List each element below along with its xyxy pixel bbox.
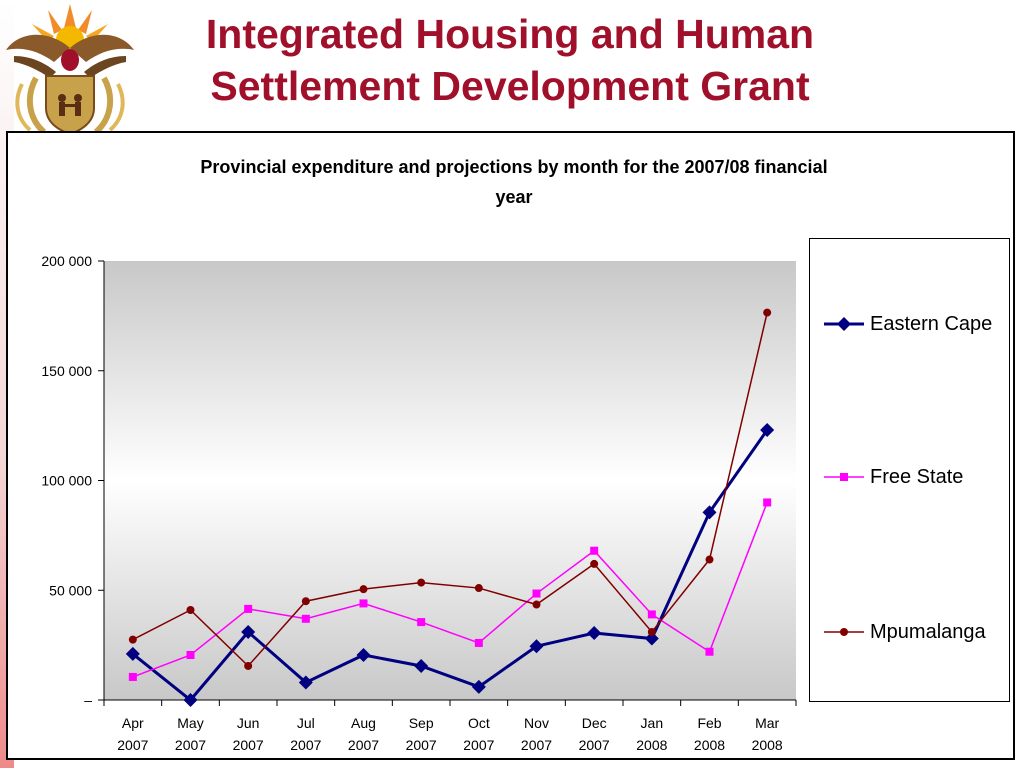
- data-point-free-state: [763, 498, 772, 507]
- slide-title: Integrated Housing and Human Settlement …: [150, 8, 870, 112]
- x-tick-label-year: 2007: [175, 737, 206, 753]
- data-point-free-state: [474, 638, 483, 647]
- legend-item-mpumalanga: Mpumalanga: [822, 617, 1012, 647]
- data-point-free-state: [532, 589, 541, 598]
- coat-of-arms-logo: [6, 4, 134, 135]
- chart-title-line-2: year: [495, 187, 532, 207]
- data-point-eastern-cape: [298, 675, 313, 690]
- legend-item-eastern-cape: Eastern Cape: [822, 309, 1012, 339]
- data-point-mpumalanga: [590, 559, 599, 568]
- legend-label: Free State: [870, 466, 964, 488]
- chart-frame: Provincial expenditure and projections b…: [6, 131, 1015, 760]
- x-tick-label-month: Oct: [468, 715, 490, 731]
- data-point-free-state: [128, 672, 137, 681]
- y-tick-label: –: [84, 692, 92, 708]
- wheat-ears-icon: [15, 76, 125, 135]
- x-tick-label-month: Jul: [297, 715, 315, 731]
- x-tick-label-month: Aug: [351, 715, 376, 731]
- slide-title-line-2: Settlement Development Grant: [210, 63, 810, 109]
- series-line-eastern-cape: [131, 429, 769, 703]
- x-tick-label-month: Mar: [755, 715, 779, 731]
- data-point-mpumalanga: [359, 585, 368, 594]
- legend-diamond-marker-icon: [824, 317, 864, 331]
- chart-title-line-1: Provincial expenditure and projections b…: [200, 157, 827, 177]
- x-tick-label-year: 2007: [406, 737, 437, 753]
- x-tick-label-month: May: [177, 715, 203, 731]
- shield-icon: [45, 75, 95, 135]
- chart-legend: Eastern Cape Free State Mpumalanga: [809, 238, 1010, 702]
- data-point-eastern-cape: [587, 626, 602, 641]
- x-tick-label-year: 2007: [117, 737, 148, 753]
- data-point-eastern-cape: [183, 693, 198, 707]
- bird-wings-icon: [6, 34, 134, 78]
- x-tick-label-month: Feb: [697, 715, 721, 731]
- data-point-eastern-cape: [760, 423, 775, 438]
- x-tick-label-month: Jan: [641, 715, 664, 731]
- y-tick-label: 150 000: [41, 363, 92, 379]
- data-point-free-state: [244, 604, 253, 613]
- line-chart: Provincial expenditure and projections b…: [41, 157, 827, 753]
- x-tick-label-year: 2008: [752, 737, 783, 753]
- data-point-eastern-cape: [471, 679, 486, 694]
- series-line-mpumalanga: [132, 312, 768, 668]
- data-point-free-state: [590, 546, 599, 555]
- data-point-free-state: [359, 599, 368, 608]
- x-tick-label-month: Jun: [237, 715, 260, 731]
- x-tick-label-month: Sep: [409, 715, 434, 731]
- x-tick-label-year: 2007: [348, 737, 379, 753]
- x-tick-label-year: 2007: [521, 737, 552, 753]
- plot-area: [104, 261, 796, 700]
- x-tick-label-year: 2007: [463, 737, 494, 753]
- data-point-mpumalanga: [647, 627, 656, 636]
- y-tick-label: 100 000: [41, 473, 92, 489]
- x-tick-label-year: 2008: [636, 737, 667, 753]
- x-tick-label-month: Apr: [122, 715, 144, 731]
- legend-circle-marker-icon: [824, 628, 864, 636]
- x-tick-label-year: 2007: [233, 737, 264, 753]
- data-point-mpumalanga: [763, 308, 772, 317]
- data-point-eastern-cape: [529, 639, 544, 654]
- y-tick-label: 50 000: [49, 582, 92, 598]
- data-point-free-state: [705, 647, 714, 656]
- data-point-mpumalanga: [705, 555, 714, 564]
- data-point-mpumalanga: [186, 606, 195, 615]
- data-point-free-state: [301, 614, 310, 623]
- y-tick-label: 200 000: [41, 253, 92, 269]
- data-point-free-state: [417, 618, 426, 627]
- legend-label: Mpumalanga: [870, 621, 986, 643]
- x-tick-label-year: 2007: [579, 737, 610, 753]
- data-point-mpumalanga: [301, 597, 310, 606]
- legend-label: Eastern Cape: [870, 313, 993, 335]
- data-point-eastern-cape: [702, 505, 717, 520]
- data-point-eastern-cape: [644, 631, 659, 646]
- data-point-mpumalanga: [244, 661, 253, 670]
- data-point-mpumalanga: [474, 584, 483, 593]
- data-point-eastern-cape: [356, 648, 371, 663]
- data-point-free-state: [647, 610, 656, 619]
- data-point-mpumalanga: [417, 578, 426, 587]
- x-tick-label-month: Dec: [582, 715, 607, 731]
- data-point-eastern-cape: [414, 658, 429, 673]
- legend-item-free-state: Free State: [822, 462, 1012, 492]
- data-point-free-state: [186, 651, 195, 660]
- x-tick-label-month: Nov: [524, 715, 549, 731]
- data-point-eastern-cape: [241, 624, 256, 639]
- slide-title-line-1: Integrated Housing and Human: [205, 11, 815, 57]
- legend-square-marker-icon: [824, 473, 864, 481]
- data-point-mpumalanga: [128, 635, 137, 644]
- x-tick-label-year: 2007: [290, 737, 321, 753]
- data-point-mpumalanga: [532, 600, 541, 609]
- x-tick-label-year: 2008: [694, 737, 725, 753]
